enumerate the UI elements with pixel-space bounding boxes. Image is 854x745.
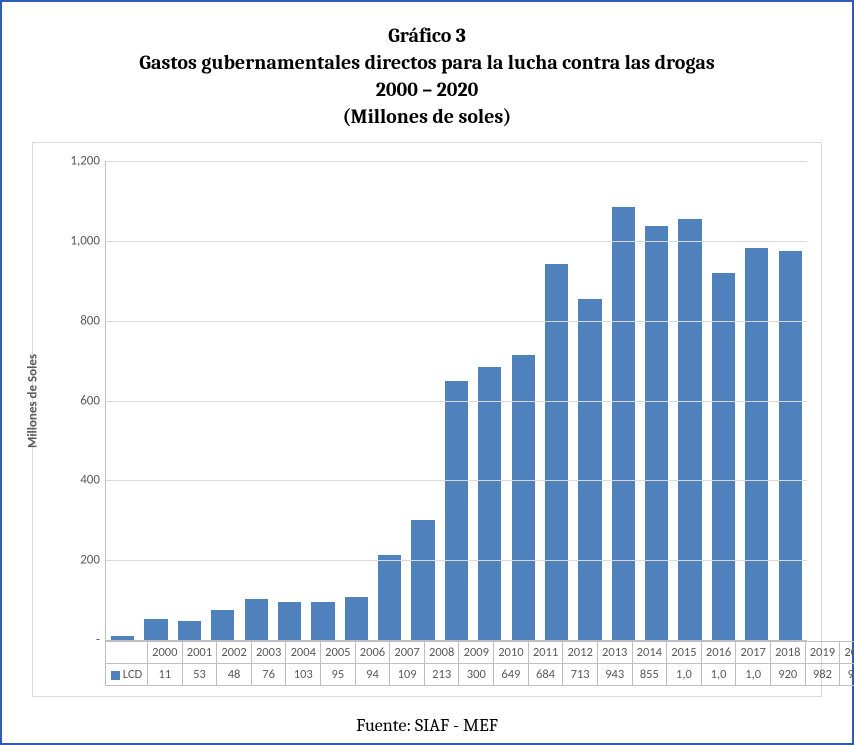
bar xyxy=(678,219,701,640)
x-category-cell: 2012 xyxy=(563,642,598,664)
y-tick-label: 400 xyxy=(80,473,106,488)
x-axis-data-table: 2000200120022003200420052006200720082009… xyxy=(105,641,854,686)
bar xyxy=(345,597,368,641)
x-value-cell: 94 xyxy=(355,664,390,686)
x-value-cell: 982 xyxy=(805,664,840,686)
title-line-4: (Millones de soles) xyxy=(12,103,842,130)
bar xyxy=(445,381,468,640)
source-text: Fuente: SIAF - MEF xyxy=(12,715,842,736)
x-category-cell: 2000 xyxy=(148,642,183,664)
x-category-cell: 2010 xyxy=(494,642,529,664)
y-tick-label: 200 xyxy=(80,553,106,568)
x-category-cell: 2019 xyxy=(805,642,840,664)
x-value-cell: 103 xyxy=(286,664,321,686)
bar xyxy=(512,355,535,640)
bar xyxy=(779,251,802,640)
x-value-cell: 300 xyxy=(459,664,494,686)
x-category-cell: 2018 xyxy=(770,642,805,664)
x-category-cell: 2014 xyxy=(632,642,667,664)
gridline xyxy=(106,241,807,242)
plot-wrap: -2004006008001,0001,200 xyxy=(105,161,807,641)
x-category-cell: 2006 xyxy=(355,642,390,664)
bar xyxy=(211,610,234,640)
x-value-cell: 1,0 xyxy=(667,664,702,686)
title-line-2: Gastos gubernamentales directos para la … xyxy=(12,49,842,76)
chart-frame: Millones de Soles -2004006008001,0001,20… xyxy=(32,142,822,697)
table-corner-cell xyxy=(106,642,148,664)
bar xyxy=(144,619,167,640)
x-category-cell: 2015 xyxy=(667,642,702,664)
chart-title-block: Gráfico 3 Gastos gubernamentales directo… xyxy=(12,22,842,130)
x-value-cell: 649 xyxy=(494,664,529,686)
figure-frame: Gráfico 3 Gastos gubernamentales directo… xyxy=(0,0,854,745)
gridline xyxy=(106,480,807,481)
x-value-cell: 76 xyxy=(251,664,286,686)
bar xyxy=(578,299,601,640)
title-line-3: 2000 – 2020 xyxy=(12,76,842,103)
title-line-1: Gráfico 3 xyxy=(12,22,842,49)
x-value-cell: 713 xyxy=(563,664,598,686)
x-axis-values-row: LCD 1153487610395941092133006496847139438… xyxy=(106,664,854,686)
x-value-cell: 11 xyxy=(148,664,183,686)
series-label-cell: LCD xyxy=(106,664,148,686)
bar xyxy=(245,599,268,640)
y-axis-label: Millones de Soles xyxy=(26,354,41,448)
x-category-cell: 2007 xyxy=(390,642,425,664)
x-value-cell: 48 xyxy=(217,664,252,686)
series-name: LCD xyxy=(123,667,142,682)
x-category-cell: 2002 xyxy=(217,642,252,664)
x-category-cell: 2001 xyxy=(182,642,217,664)
x-category-cell: 2020 xyxy=(840,642,854,664)
x-value-cell: 213 xyxy=(424,664,459,686)
x-category-cell: 2004 xyxy=(286,642,321,664)
x-value-cell: 920 xyxy=(770,664,805,686)
x-category-cell: 2008 xyxy=(424,642,459,664)
bar xyxy=(645,226,668,640)
x-category-cell: 2016 xyxy=(701,642,736,664)
bar xyxy=(178,621,201,640)
plot-area: -2004006008001,0001,200 xyxy=(105,161,807,641)
bar xyxy=(278,602,301,640)
bar xyxy=(612,207,635,640)
bar xyxy=(478,367,501,640)
x-axis-category-row: 2000200120022003200420052006200720082009… xyxy=(106,642,854,664)
bar xyxy=(111,636,134,640)
x-value-cell: 1,0 xyxy=(701,664,736,686)
legend-swatch xyxy=(111,671,120,680)
x-category-cell: 2013 xyxy=(597,642,632,664)
y-tick-label: 600 xyxy=(80,393,106,408)
x-value-cell: 943 xyxy=(597,664,632,686)
x-value-cell: 109 xyxy=(390,664,425,686)
x-value-cell: 95 xyxy=(321,664,356,686)
x-category-cell: 2005 xyxy=(321,642,356,664)
gridline xyxy=(106,321,807,322)
x-category-cell: 2017 xyxy=(736,642,771,664)
bar xyxy=(311,602,334,640)
bar xyxy=(745,248,768,640)
bar xyxy=(712,273,735,640)
gridline xyxy=(106,161,807,162)
gridline xyxy=(106,560,807,561)
y-tick-label: 800 xyxy=(80,313,106,328)
y-tick-label: 1,200 xyxy=(70,154,106,169)
gridline xyxy=(106,401,807,402)
x-value-cell: 855 xyxy=(632,664,667,686)
x-category-cell: 2009 xyxy=(459,642,494,664)
chart-body: Millones de Soles -2004006008001,0001,20… xyxy=(43,161,813,641)
x-category-cell: 2011 xyxy=(528,642,563,664)
bar xyxy=(411,520,434,640)
x-value-cell: 1,0 xyxy=(736,664,771,686)
x-value-cell: 975 xyxy=(840,664,854,686)
y-tick-label: 1,000 xyxy=(70,233,106,248)
y-tick-label: - xyxy=(96,633,106,648)
x-value-cell: 684 xyxy=(528,664,563,686)
x-category-cell: 2003 xyxy=(251,642,286,664)
x-value-cell: 53 xyxy=(182,664,217,686)
bar xyxy=(378,555,401,640)
